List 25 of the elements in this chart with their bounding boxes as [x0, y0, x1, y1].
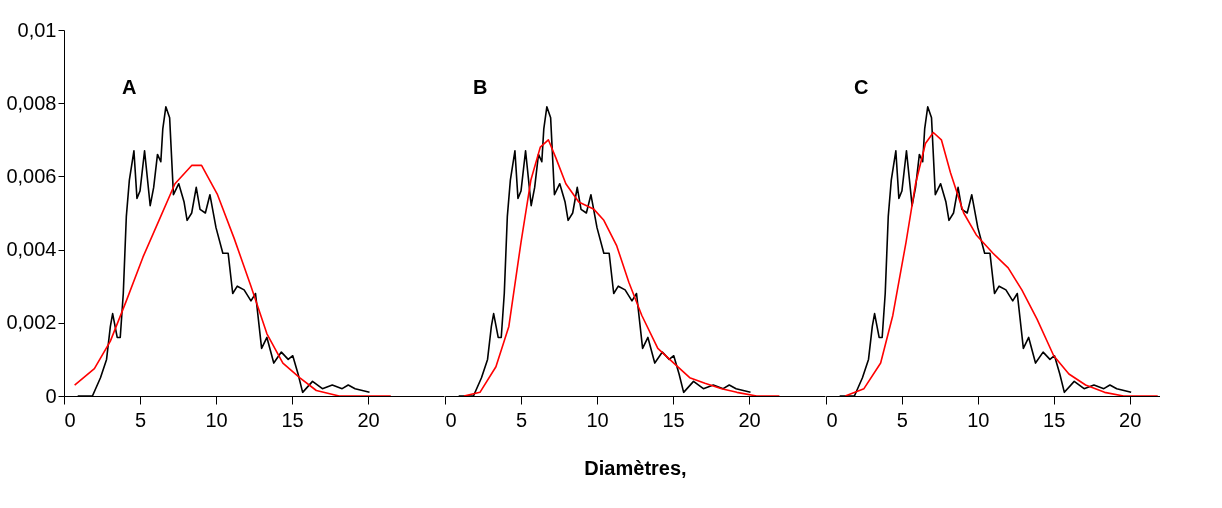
- annotation: A: [122, 76, 137, 98]
- x-tick-label: 15: [662, 408, 685, 431]
- annotation: C: [854, 76, 869, 98]
- x-tick-label: 20: [357, 408, 380, 431]
- y-tick-label: 0,01: [17, 18, 57, 41]
- x-tick-label: 20: [1119, 408, 1142, 431]
- x-tick-label: 0: [445, 408, 457, 431]
- x-tick-label: 10: [586, 408, 609, 431]
- x-tick-label: 0: [826, 408, 838, 431]
- y-tick-label: 0,004: [6, 238, 57, 261]
- x-tick-label: 15: [281, 408, 304, 431]
- x-tick-label: 5: [134, 408, 147, 431]
- annotation: B: [473, 76, 488, 98]
- x-tick-label: 20: [738, 408, 761, 431]
- y-tick-label: 0,006: [6, 164, 57, 187]
- x-tick-label: 15: [1043, 408, 1066, 431]
- x-tick-label: 5: [896, 408, 908, 431]
- x-tick-label: 0: [64, 408, 76, 431]
- y-tick-label: 0,002: [6, 311, 57, 334]
- x-tick-label: 10: [205, 408, 228, 431]
- x-axis-title: Diamètres,: [584, 456, 687, 479]
- y-tick-label: 0: [45, 384, 57, 407]
- x-tick-label: 10: [967, 408, 990, 431]
- y-tick-label: 0,008: [6, 91, 57, 114]
- x-tick-label: 5: [515, 408, 528, 431]
